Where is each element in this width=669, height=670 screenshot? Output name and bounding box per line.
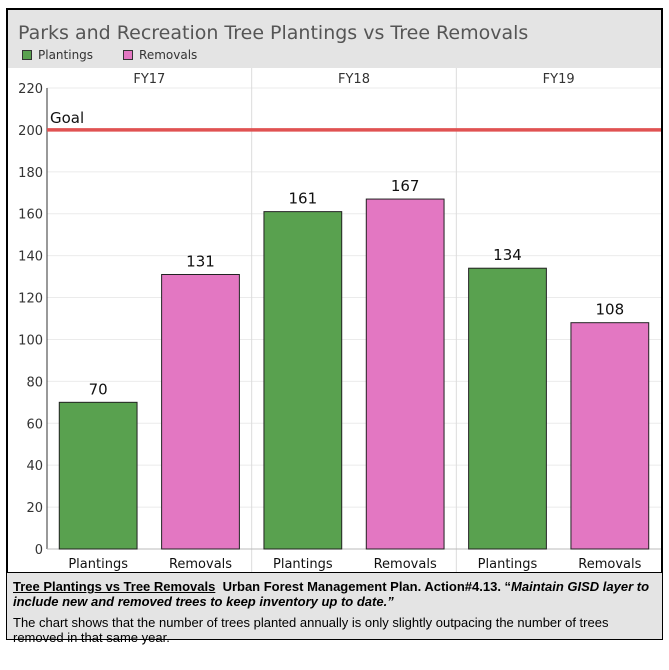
group-label-fy19: FY19 bbox=[543, 72, 575, 87]
y-tick-label-100: 100 bbox=[18, 333, 43, 348]
chart-title: Parks and Recreation Tree Plantings vs T… bbox=[18, 22, 529, 44]
y-tick-label-40: 40 bbox=[26, 459, 43, 474]
legend-entry-plantings: Plantings bbox=[22, 48, 93, 62]
caption-reference: Urban Forest Management Plan. Action#4.1… bbox=[222, 579, 512, 594]
value-label-plantings-fy18: 161 bbox=[289, 190, 318, 208]
category-label-removals-fy18: Removals bbox=[374, 557, 437, 572]
y-tick-label-0: 0 bbox=[35, 543, 43, 558]
chart-caption: Tree Plantings vs Tree Removals Urban Fo… bbox=[6, 572, 663, 645]
bar-plantings-fy17 bbox=[58, 401, 138, 550]
y-tick-label-200: 200 bbox=[18, 124, 43, 139]
y-tick-label-80: 80 bbox=[26, 375, 43, 390]
legend-entry-removals: Removals bbox=[123, 48, 197, 62]
value-label-removals-fy17: 131 bbox=[186, 252, 215, 270]
bar-chart: FY17 FY18 FY19 0 20 40 60 80 100 120 140 160 180 200 2… bbox=[18, 68, 661, 572]
y-tick-label-140: 140 bbox=[18, 250, 43, 265]
category-label-removals-fy19: Removals bbox=[578, 557, 641, 572]
y-tick-label-160: 160 bbox=[18, 208, 43, 223]
value-label-plantings-fy19: 134 bbox=[493, 246, 522, 264]
goal-label: Goal bbox=[50, 109, 84, 127]
value-label-removals-fy19: 108 bbox=[596, 301, 625, 319]
y-tick-label-180: 180 bbox=[18, 166, 43, 181]
group-label-fy17: FY17 bbox=[133, 72, 165, 87]
y-tick-label-120: 120 bbox=[18, 292, 43, 307]
category-label-plantings-fy19: Plantings bbox=[478, 557, 538, 572]
caption-title: Tree Plantings vs Tree Removals bbox=[13, 579, 216, 594]
y-tick-label-60: 60 bbox=[26, 417, 43, 432]
group-header-row bbox=[47, 68, 661, 88]
category-label-plantings-fy18: Plantings bbox=[273, 557, 333, 572]
bar-removals-fy17 bbox=[161, 273, 240, 550]
category-label-plantings-fy17: Plantings bbox=[68, 557, 128, 572]
category-label-removals-fy17: Removals bbox=[169, 557, 232, 572]
bar-plantings-fy19 bbox=[468, 267, 547, 550]
bar-plantings-fy18 bbox=[263, 211, 343, 550]
legend-swatch-plantings bbox=[22, 50, 32, 60]
chart-header: Parks and Recreation Tree Plantings vs T… bbox=[8, 10, 661, 68]
value-label-plantings-fy17: 70 bbox=[89, 380, 108, 398]
legend: Plantings Removals bbox=[22, 48, 227, 62]
legend-label-plantings: Plantings bbox=[38, 48, 94, 62]
group-label-fy18: FY18 bbox=[338, 72, 370, 87]
legend-label-removals: Removals bbox=[139, 48, 198, 62]
caption-quote: Maintain GISD layer to include new and r… bbox=[13, 579, 650, 609]
legend-swatch-removals bbox=[123, 50, 134, 60]
chart-frame: Parks and Recreation Tree Plantings vs T… bbox=[6, 8, 663, 639]
value-label-removals-fy18: 167 bbox=[391, 177, 420, 195]
y-tick-label-20: 20 bbox=[26, 501, 43, 516]
caption-body: The chart shows that the number of trees… bbox=[13, 615, 609, 645]
y-tick-label-220: 220 bbox=[18, 82, 43, 97]
bar-removals-fy19 bbox=[570, 322, 650, 550]
bar-removals-fy18 bbox=[365, 198, 445, 550]
